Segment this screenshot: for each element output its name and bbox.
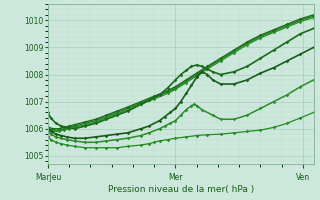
X-axis label: Pression niveau de la mer( hPa ): Pression niveau de la mer( hPa ) (108, 185, 254, 194)
